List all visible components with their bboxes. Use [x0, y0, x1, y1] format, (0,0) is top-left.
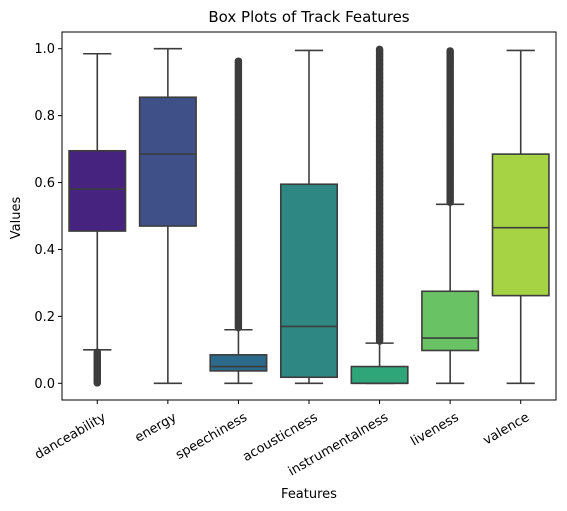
box-liveness — [421, 290, 480, 352]
y-axis-label: Values — [9, 197, 24, 240]
outlier-point-instrumentalness — [375, 45, 384, 53]
box-valence — [491, 153, 550, 297]
x-tick-label-liveness: liveness — [408, 410, 461, 449]
box-group-instrumentalness — [350, 45, 409, 385]
outlier-point-speechiness — [234, 57, 243, 65]
x-axis-label: Features — [281, 487, 337, 502]
box-energy — [138, 96, 197, 227]
box-instrumentalness — [350, 365, 409, 385]
box-group-acousticness — [279, 49, 339, 385]
box-acousticness — [279, 183, 339, 379]
box-group-energy — [138, 47, 197, 385]
box-group-speechiness — [209, 57, 268, 385]
x-tick-label-valence: valence — [481, 410, 532, 448]
y-tick-label: 0.8 — [34, 109, 55, 124]
y-tick-label: 0.4 — [34, 243, 55, 258]
y-tick-label: 0.2 — [34, 310, 55, 325]
plot-area — [68, 45, 550, 387]
outlier-point-liveness — [446, 47, 454, 54]
box-danceability — [68, 149, 127, 232]
y-tick-label: 0.0 — [34, 377, 55, 392]
box-group-liveness — [421, 47, 480, 385]
y-tick-label: 1.0 — [34, 42, 55, 57]
box-group-valence — [491, 49, 550, 385]
box-speechiness — [209, 354, 268, 372]
x-tick-label-danceability: danceability — [32, 410, 109, 463]
x-tick-label-energy: energy — [133, 410, 180, 446]
y-tick-label: 0.6 — [34, 176, 55, 191]
box-group-danceability — [68, 52, 127, 387]
chart-title: Box Plots of Track Features — [208, 8, 409, 26]
x-tick-label-speechiness: speechiness — [173, 410, 250, 463]
